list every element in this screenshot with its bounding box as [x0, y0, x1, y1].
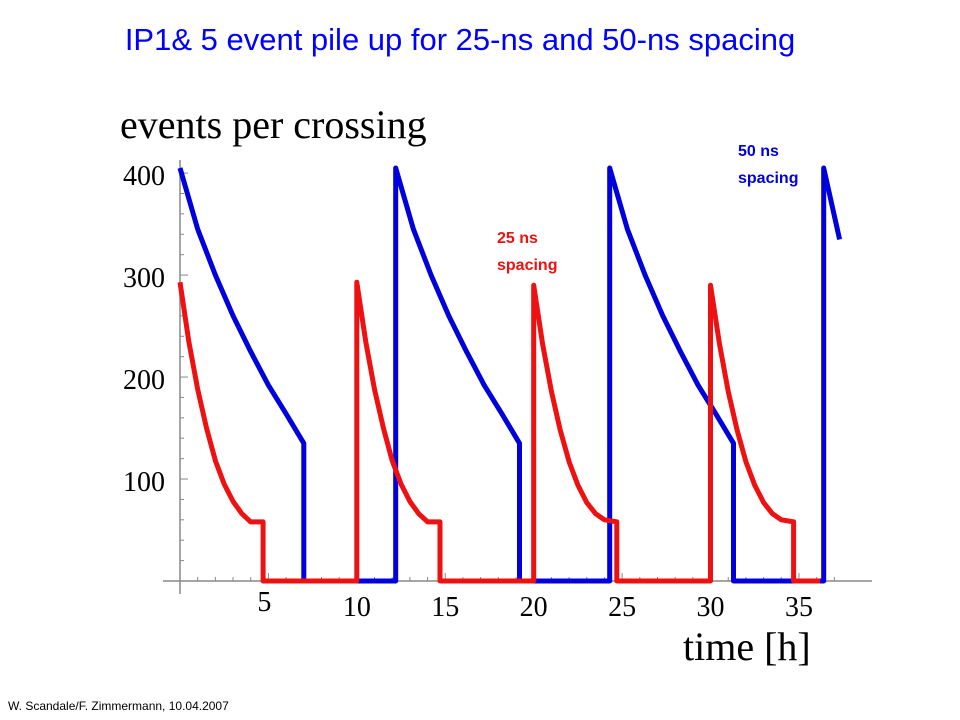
series-annotation-line1: 50 ns: [738, 143, 779, 160]
y-tick-label: 100: [123, 467, 165, 498]
x-tick-label: 5: [257, 587, 271, 618]
y-tick-label: 200: [123, 365, 165, 396]
y-tick-label: 400: [123, 161, 165, 192]
chart-title: events per crossing: [120, 102, 427, 147]
footer-credit: W. Scandale/F. Zimmermann, 10.04.2007: [8, 699, 229, 713]
slide-title: IP1& 5 event pile up for 25-ns and 50-ns…: [124, 22, 796, 57]
annotation-layer: 50 ns spacing 25 ns spacing: [497, 143, 798, 274]
axes: 100 200 300 400 5 10 15 20 25 30 35: [123, 160, 872, 623]
x-tick-label: 15: [431, 592, 459, 623]
x-tick-label: 30: [697, 592, 725, 623]
x-axis-label: time [h]: [683, 624, 811, 669]
series-annotation-line1: 25 ns: [497, 230, 538, 247]
series-annotation-line2: spacing: [738, 170, 798, 187]
x-tick-label: 10: [343, 592, 371, 623]
x-tick-label: 20: [520, 592, 548, 623]
series-line-25ns: [177, 279, 821, 584]
y-tick-label: 300: [123, 263, 165, 294]
x-tick-label: 25: [608, 592, 636, 623]
x-tick-label: 35: [785, 592, 813, 623]
series-annotation-line2: spacing: [497, 257, 557, 274]
series-layer: [177, 165, 843, 584]
